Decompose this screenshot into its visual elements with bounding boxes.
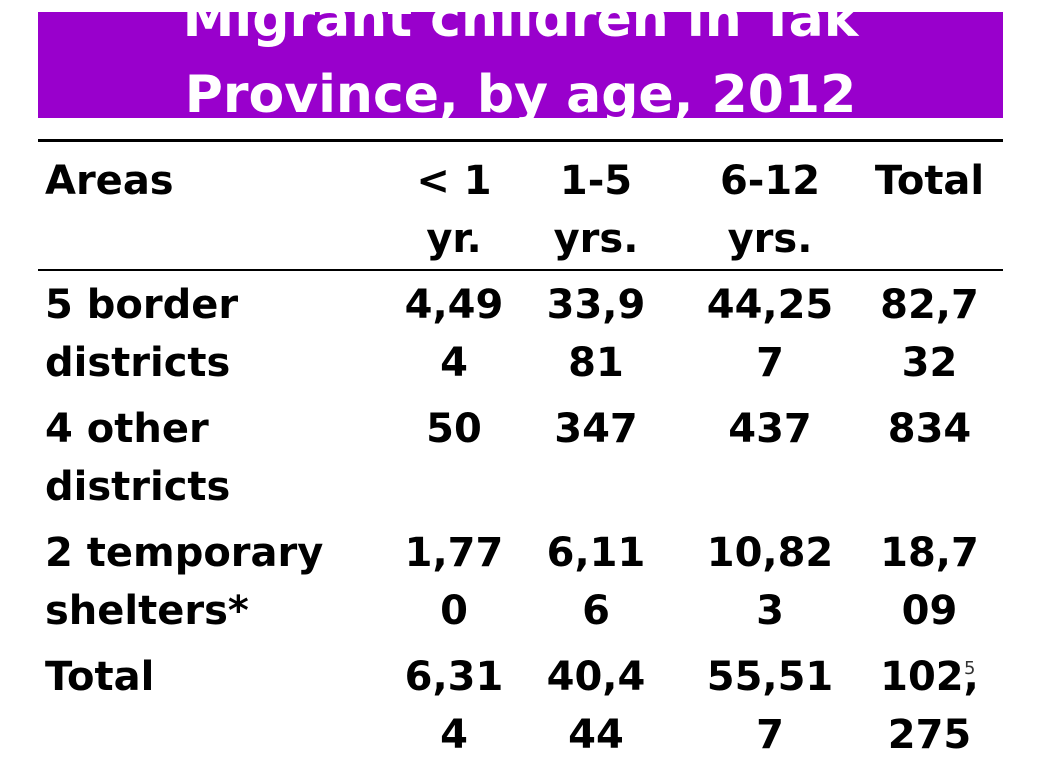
- row-total: 834: [887, 406, 972, 452]
- table-top-rule: [38, 139, 1003, 142]
- row-under-1: 50: [426, 406, 482, 452]
- row-6-12: 10,82 3: [706, 530, 834, 634]
- row-total: 102, 275: [880, 654, 979, 758]
- row-1-5: 33,9 81: [546, 282, 646, 386]
- row-area: 4 other districts: [45, 406, 231, 510]
- row-area: 2 temporary shelters*: [45, 530, 324, 634]
- row-6-12: 55,51 7: [706, 654, 834, 758]
- row-1-5: 6,11 6: [546, 530, 646, 634]
- row-1-5: 347: [554, 406, 638, 452]
- page-number: 5: [964, 658, 976, 679]
- row-total: 18,7 09: [880, 530, 979, 634]
- row-1-5: 40,4 44: [546, 654, 646, 758]
- table-header-rule: [38, 269, 1003, 271]
- row-area: Total: [45, 654, 155, 700]
- row-6-12: 437: [728, 406, 812, 452]
- title-banner: Migrant children in Tak Province, by age…: [38, 12, 1003, 118]
- header-total: Total: [874, 158, 985, 204]
- header-6-12: 6-12 yrs.: [719, 158, 821, 262]
- row-under-1: 4,49 4: [404, 282, 504, 386]
- header-areas: Areas: [45, 158, 174, 204]
- header-under-1: < 1 yr.: [416, 158, 492, 262]
- row-under-1: 1,77 0: [404, 530, 504, 634]
- row-under-1: 6,31 4: [404, 654, 504, 758]
- slide-title: Migrant children in Tak Province, by age…: [182, 12, 859, 118]
- header-1-5: 1-5 yrs.: [553, 158, 639, 262]
- row-area: 5 border districts: [45, 282, 239, 386]
- row-total: 82,7 32: [880, 282, 979, 386]
- row-6-12: 44,25 7: [706, 282, 834, 386]
